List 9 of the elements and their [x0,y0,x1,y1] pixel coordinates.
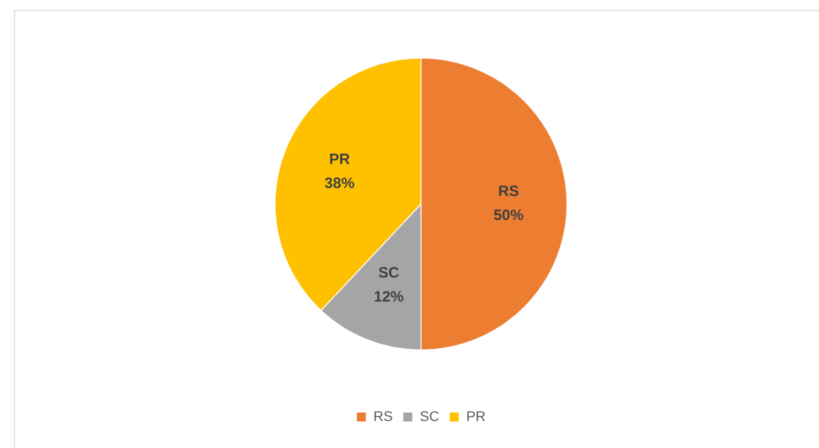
legend-label: SC [420,408,440,424]
data-label: 12% [374,288,404,306]
slice-label: RS [498,183,520,200]
legend-label: RS [373,408,393,424]
data-label: 50% [494,207,524,224]
data-label: 38% [324,174,355,192]
slice-label: SC [378,264,400,282]
slice-label: PR [329,150,350,168]
legend-label: PR [466,408,486,424]
